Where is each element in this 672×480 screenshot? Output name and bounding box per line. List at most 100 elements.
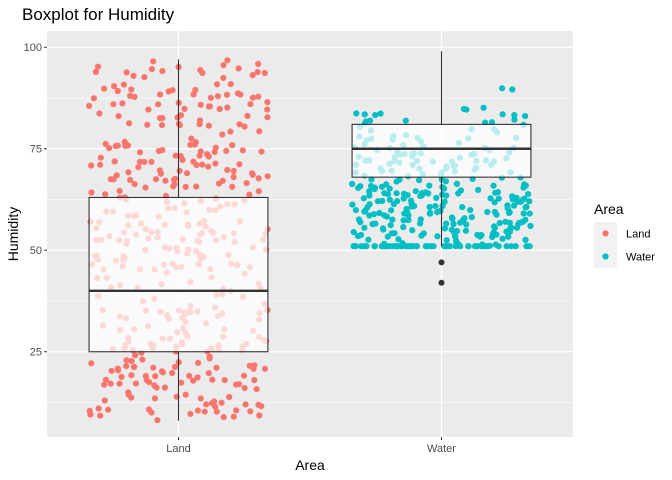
data-point [186,372,193,379]
data-point [377,110,384,117]
data-point [102,191,109,198]
y-tick-label: 50 [30,245,42,257]
data-point [159,115,166,122]
legend-swatch [602,253,609,260]
data-point [396,176,403,183]
data-point [201,408,208,415]
data-point [88,162,95,169]
data-point [148,66,155,73]
data-point [247,408,254,415]
data-point [508,193,516,200]
data-point [468,214,475,221]
data-point [214,93,221,100]
data-point [249,170,256,177]
data-point [141,158,148,166]
data-point [383,213,390,220]
data-point [101,85,108,92]
legend: Area Land Water [594,201,655,268]
data-point [182,183,189,190]
data-point [131,181,138,188]
data-point [115,113,122,120]
data-point [371,243,378,250]
data-point [139,356,146,363]
data-point [218,399,225,406]
data-point [350,229,357,236]
data-point [499,235,506,242]
data-point [116,187,123,195]
data-point [508,243,515,250]
data-point [227,81,234,88]
data-point [105,406,112,413]
data-point [241,384,248,392]
data-point [116,380,123,387]
x-axis: Land Water [166,437,456,455]
data-point [496,220,503,227]
data-point [459,204,466,211]
data-point [111,83,118,90]
data-point [256,412,263,419]
data-point [157,170,164,177]
data-point [254,69,261,76]
data-point [230,413,237,420]
data-point [152,176,160,183]
data-point [136,158,143,165]
data-point [96,110,103,117]
data-point [213,364,220,371]
data-point [349,180,356,188]
data-point [213,81,221,88]
data-point [220,414,227,421]
data-point [101,381,108,388]
data-point [230,167,237,175]
data-point [246,191,253,198]
data-point [386,185,393,192]
data-point [132,352,139,359]
data-point [131,363,138,370]
data-point [182,391,189,398]
data-point [349,201,356,208]
data-point [357,219,364,226]
data-point [242,401,249,408]
data-point [522,236,529,243]
data-point [357,231,365,239]
data-point [219,177,226,184]
data-point [226,393,233,401]
data-point [144,121,151,128]
data-point [437,207,444,214]
data-point [199,69,206,77]
data-point [400,217,407,224]
data-point [499,111,506,118]
data-point [220,74,227,81]
data-point [255,401,262,408]
data-point [255,60,262,67]
data-point [142,373,149,380]
data-point [127,92,134,99]
data-point [187,410,194,417]
data-point [126,120,133,127]
data-point [258,148,265,155]
data-point [453,180,460,187]
data-point [158,368,166,375]
data-point [213,408,220,415]
data-point [400,224,407,231]
data-point [514,198,521,205]
data-point [155,147,162,155]
data-point [161,384,168,391]
data-point [125,389,132,396]
data-point [417,216,424,223]
data-point [87,411,94,418]
data-point [209,376,216,383]
data-point [402,117,409,124]
data-point [190,91,197,98]
data-point [472,243,479,250]
data-point [489,230,497,237]
y-tick-label: 100 [24,42,42,54]
data-point [413,243,420,250]
data-point [192,139,199,146]
data-point [487,195,494,202]
data-point [236,161,243,168]
data-point [128,394,135,401]
data-point [205,163,212,170]
data-point [101,397,108,404]
data-point [522,113,529,120]
data-point [205,122,212,129]
